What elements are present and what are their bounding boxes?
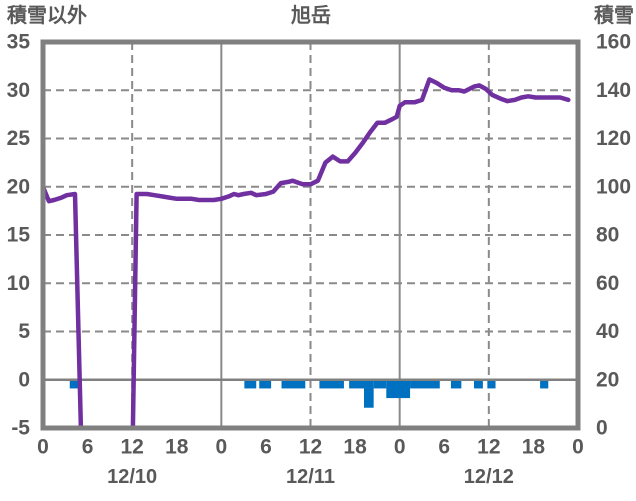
- left-axis-tick-label: 5: [18, 320, 30, 343]
- left-axis-tick-label: 25: [7, 127, 31, 150]
- chart-title: 旭岳: [290, 4, 331, 27]
- left-axis-tick-label: 0: [18, 368, 30, 391]
- x-axis-tick-label: 12: [477, 436, 500, 459]
- line-series-layer: [40, 77, 571, 431]
- bar-segment: [540, 379, 549, 389]
- x-axis-tick-label: 18: [343, 436, 367, 459]
- bar-segment: [473, 379, 483, 389]
- right-axis-tick-label: 40: [596, 320, 619, 343]
- x-axis-tick-label: 6: [260, 436, 272, 459]
- bar-segment: [281, 379, 306, 389]
- x-axis-tick-label: 0: [572, 436, 584, 459]
- x-axis-tick-label: 0: [394, 436, 406, 459]
- x-axis-tick-label: 18: [522, 436, 546, 459]
- plot-border-layer: [40, 39, 581, 431]
- bar-series-layer: [69, 379, 549, 408]
- x-axis-tick-label: 12: [299, 436, 322, 459]
- x-axis-tick-label: 6: [82, 436, 94, 459]
- left-axis-title: 積雪以外: [7, 3, 87, 27]
- left-axis-tick-label: 15: [7, 224, 31, 247]
- left-axis-tick-label: 30: [7, 79, 30, 102]
- bar-segment: [364, 379, 374, 408]
- x-axis-date-label: 12/10: [107, 466, 157, 488]
- gridlines-layer: [43, 42, 578, 428]
- bar-segment: [410, 379, 440, 389]
- plot-border: [40, 39, 581, 431]
- right-axis-tick-label: 120: [596, 127, 631, 150]
- x-axis-tick-label: 12: [120, 436, 143, 459]
- x-axis-tick-label: 6: [438, 436, 450, 459]
- right-axis-tick-label: 20: [596, 368, 619, 391]
- bar-segment: [244, 379, 257, 389]
- x-axis-tick-label: 0: [215, 436, 227, 459]
- bar-segment: [69, 379, 78, 389]
- bar-segment: [349, 379, 364, 389]
- right-axis-tick-label: 140: [596, 79, 631, 102]
- bar-segment: [450, 379, 462, 389]
- x-axis-tick-label: 18: [165, 436, 189, 459]
- bar-segment: [373, 379, 387, 389]
- bar-segment: [386, 379, 411, 399]
- right-axis-title: 積雪: [594, 4, 634, 27]
- x-axis-date-label: 12/12: [464, 466, 514, 488]
- bar-segment: [319, 379, 344, 389]
- left-axis-tick-label: 35: [7, 31, 31, 54]
- right-axis-tick-label: 60: [596, 272, 619, 295]
- x-axis-date-label: 12/11: [286, 466, 335, 488]
- right-axis-tick-label: 100: [596, 175, 631, 198]
- right-axis-tick-label: 0: [596, 417, 608, 440]
- bar-segment: [487, 379, 496, 389]
- snow-depth-line: [40, 77, 571, 431]
- left-axis-tick-label: -5: [11, 417, 30, 440]
- left-axis-tick-label: 20: [7, 175, 30, 198]
- right-axis-tick-label: 80: [596, 224, 619, 247]
- x-axis-tick-label: 0: [37, 436, 49, 459]
- bar-segment: [259, 379, 272, 389]
- left-axis-tick-label: 10: [7, 272, 30, 295]
- right-axis-tick-label: 160: [596, 31, 631, 54]
